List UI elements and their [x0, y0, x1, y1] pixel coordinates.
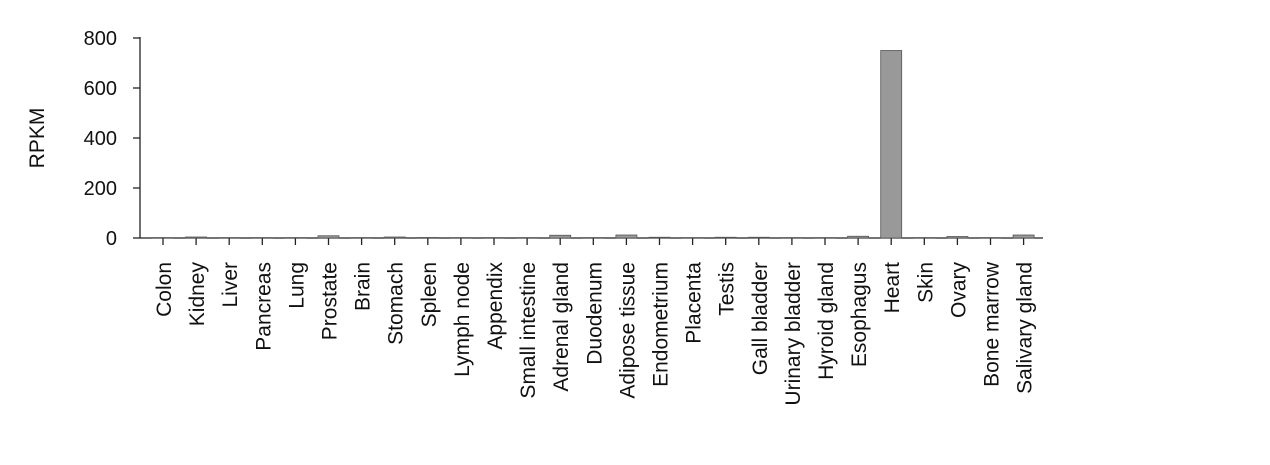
y-tick-label: 0	[106, 228, 117, 250]
bar-stomach	[384, 237, 405, 238]
x-tick-label: Gall bladder	[749, 262, 772, 375]
bar-heart	[881, 51, 902, 239]
x-tick-label: Spleen	[418, 262, 441, 327]
x-tick-label: Pancreas	[252, 262, 275, 351]
x-tick-label: Hyroid gland	[815, 262, 838, 380]
bar-ovary	[947, 237, 968, 239]
bar-gall-bladder	[748, 237, 769, 238]
bar-endometrium	[649, 237, 670, 238]
x-tick-label: Colon	[153, 262, 176, 317]
x-tick-label: Stomach	[385, 262, 408, 345]
x-tick-label: Esophagus	[848, 262, 871, 367]
x-tick-label: Heart	[881, 262, 904, 314]
y-tick-label: 200	[84, 178, 117, 200]
bar-prostate	[318, 236, 339, 238]
x-tick-label: Duodenum	[583, 262, 606, 365]
x-tick-label: Urinary bladder	[782, 262, 805, 406]
bar-esophagus	[848, 236, 869, 238]
x-tick-label: Adrenal gland	[550, 262, 573, 392]
y-tick-label: 400	[84, 128, 117, 150]
x-tick-label: Testis	[716, 262, 739, 316]
bar-kidney	[186, 237, 207, 238]
y-tick-label: 600	[84, 78, 117, 100]
x-tick-label: Appendix	[484, 262, 507, 350]
bar-salivary-gland	[1013, 235, 1034, 238]
y-axis-label: RPKM	[26, 108, 49, 169]
bar-spleen	[417, 238, 438, 239]
x-tick-label: Bone marrow	[981, 261, 1004, 387]
x-axis: Colon Kidney Liver Pancreas Lung Prostate Brai…	[140, 238, 1043, 406]
x-tick-label: Salivary gland	[1014, 262, 1037, 394]
y-tick-label: 800	[84, 28, 117, 50]
y-axis: 0 200 400 600 800	[84, 28, 140, 250]
x-tick-label: Ovary	[947, 262, 970, 319]
bar-adipose-tissue	[616, 235, 637, 238]
x-tick-label: Kidney	[186, 262, 209, 327]
x-tick-label: Placenta	[683, 262, 706, 344]
bar-testis	[715, 237, 736, 238]
x-tick-label: Endometrium	[650, 262, 673, 387]
x-tick-label: Prostate	[319, 262, 342, 340]
x-tick-label: Lymph node	[451, 262, 474, 377]
x-tick-label: Lung	[285, 262, 308, 309]
bar-adrenal-gland	[550, 235, 571, 238]
bars	[153, 51, 1035, 239]
x-tick-label: Brain	[352, 262, 375, 311]
x-tick-label: Skin	[914, 262, 937, 303]
x-tick-label: Liver	[219, 262, 242, 308]
x-tick-label: Adipose tissue	[616, 262, 639, 399]
x-tick-label: Small intestine	[517, 262, 540, 399]
